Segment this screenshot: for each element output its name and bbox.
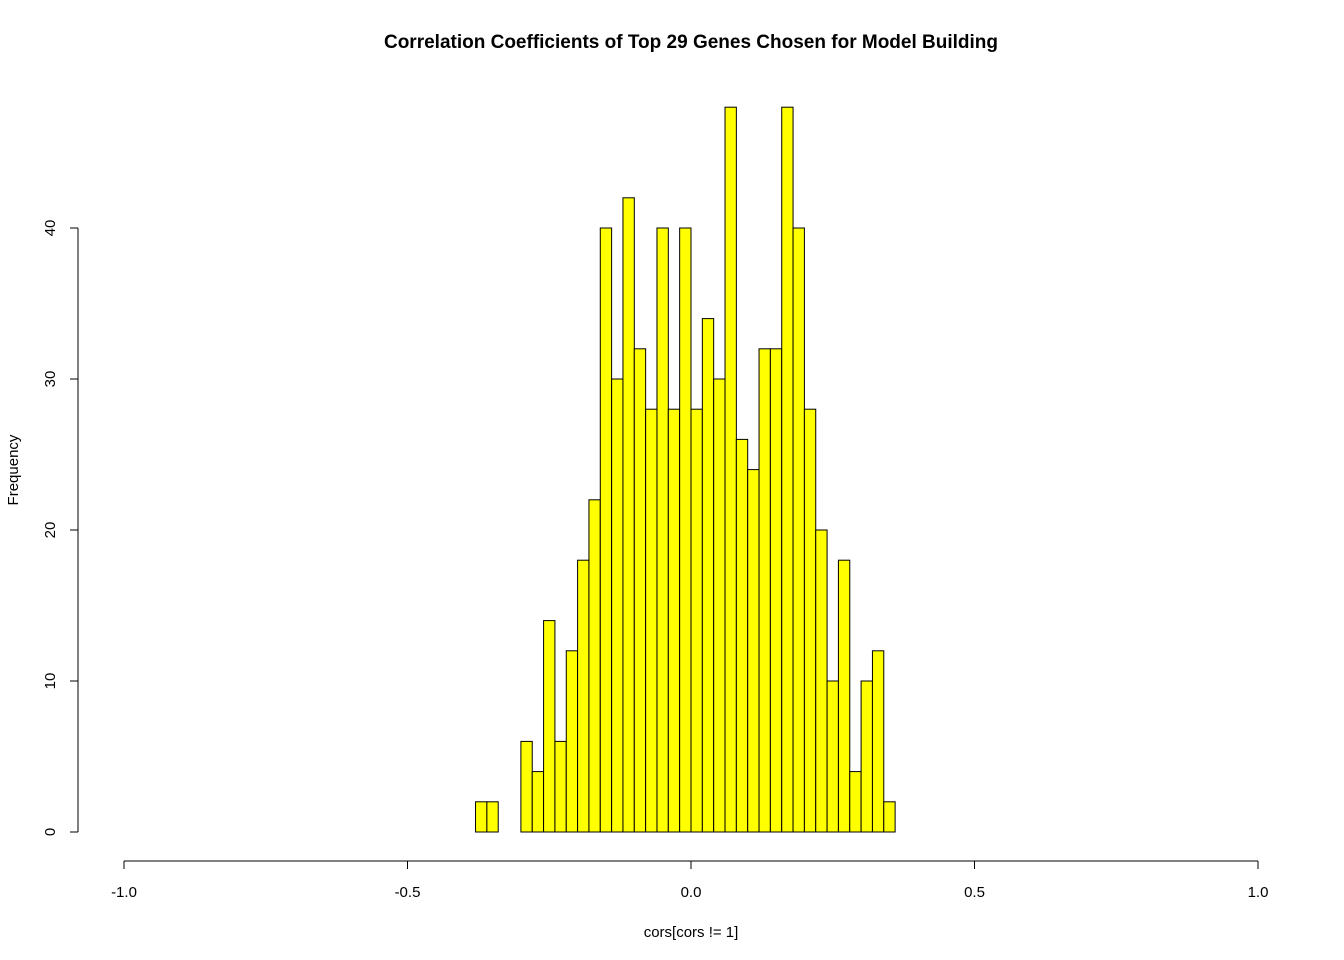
x-tick-label: -1.0 bbox=[111, 884, 137, 901]
y-axis-label: Frequency bbox=[5, 434, 22, 505]
histogram-bar bbox=[588, 499, 601, 833]
x-axis: -1.0 -0.5 0.0 0.5 1.0 bbox=[111, 860, 1269, 901]
histogram-bar bbox=[486, 801, 499, 833]
histogram-bar bbox=[690, 408, 703, 833]
y-tick-label: 0 bbox=[42, 828, 59, 836]
histogram-bar bbox=[667, 408, 681, 833]
y-tick-label: 40 bbox=[42, 220, 59, 237]
y-tick-label: 20 bbox=[42, 522, 59, 539]
y-axis: 0 10 20 30 40 bbox=[42, 220, 79, 836]
histogram-bar bbox=[883, 801, 896, 833]
histogram-bar bbox=[860, 680, 873, 833]
histogram-bar bbox=[815, 529, 828, 833]
histogram-bar bbox=[645, 408, 658, 833]
histogram-bar bbox=[577, 559, 590, 833]
bars-group bbox=[475, 106, 896, 833]
x-axis-label: cors[cors != 1] bbox=[644, 924, 739, 941]
histogram-bar bbox=[826, 680, 839, 833]
histogram-bar bbox=[871, 650, 885, 833]
x-tick-label: -0.5 bbox=[395, 884, 421, 901]
x-tick-label: 1.0 bbox=[1248, 884, 1269, 901]
histogram-bar bbox=[622, 197, 635, 833]
histogram-bar bbox=[781, 106, 794, 833]
histogram-bar bbox=[554, 740, 567, 833]
histogram-bar bbox=[701, 318, 715, 833]
histogram-bar bbox=[656, 227, 669, 833]
histogram-bar bbox=[599, 227, 613, 833]
histogram-bar bbox=[565, 650, 579, 833]
histogram-bar bbox=[849, 771, 862, 833]
x-tick-label: 0.5 bbox=[964, 884, 985, 901]
histogram-bar bbox=[803, 408, 817, 833]
histogram-bar bbox=[758, 348, 771, 833]
histogram-bar bbox=[611, 378, 624, 833]
y-tick-label: 30 bbox=[42, 371, 59, 388]
histogram-bar bbox=[837, 559, 851, 833]
y-tick-label: 10 bbox=[42, 673, 59, 690]
chart-title: Correlation Coefficients of Top 29 Genes… bbox=[384, 32, 998, 53]
histogram-bar bbox=[543, 620, 556, 833]
histogram-bar bbox=[520, 740, 533, 833]
histogram-bar bbox=[735, 438, 749, 833]
histogram-bar bbox=[633, 348, 647, 833]
histogram-bar bbox=[713, 378, 726, 833]
histogram-bar bbox=[475, 801, 488, 833]
histogram-bar bbox=[531, 771, 545, 833]
histogram-bar bbox=[747, 469, 760, 833]
histogram-bar bbox=[679, 227, 692, 833]
histogram-bar bbox=[724, 106, 737, 833]
histogram-bar bbox=[792, 227, 805, 833]
histogram-bar bbox=[769, 348, 783, 833]
x-tick-label: 0.0 bbox=[681, 884, 702, 901]
